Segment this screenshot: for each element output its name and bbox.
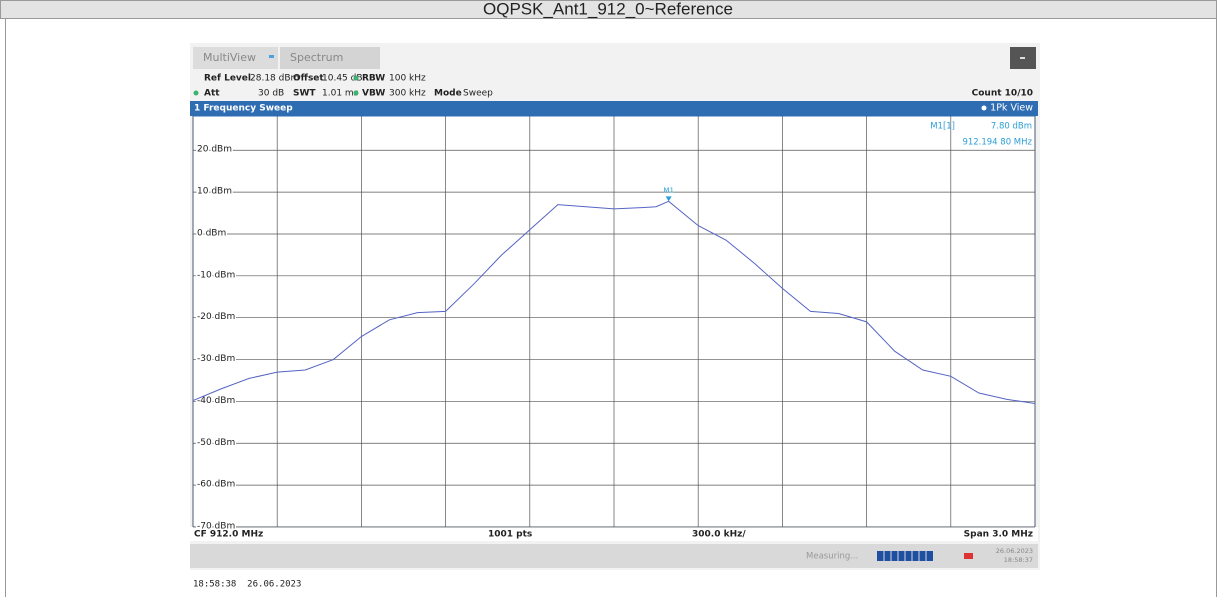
tab-label: MultiView: [203, 51, 256, 64]
status-state: Measuring...: [806, 552, 858, 562]
tab-spectrum[interactable]: [280, 47, 380, 69]
status-dot: [353, 90, 359, 96]
setting-value: 100 kHz: [389, 74, 426, 84]
setting-label: RBW: [362, 74, 385, 84]
y-tick-label: -50 dBm: [197, 438, 235, 448]
setting-value: 300 kHz: [389, 89, 426, 99]
window-title: OQPSK_Ant1_912_0~Reference: [483, 0, 733, 18]
setting-label: SWT: [293, 89, 316, 99]
marker: [665, 196, 672, 202]
setting-label: VBW: [362, 89, 385, 99]
y-tick-label: -60 dBm: [197, 480, 235, 490]
network-icon: [964, 553, 973, 559]
panel-header: [190, 101, 1038, 116]
legend-label: 1Pk View: [990, 103, 1033, 114]
setting-label: Ref Level: [204, 74, 251, 84]
marker-name: M1[1]: [930, 122, 955, 132]
setting-value: 1.01 ms: [322, 89, 359, 99]
marker-freq: 912.194 80 MHz: [962, 138, 1032, 148]
setting-value: Sweep: [463, 89, 493, 99]
status-date: 26.06.2023: [996, 547, 1033, 555]
setting-label: Offset: [293, 74, 324, 84]
points: 1001 pts: [488, 530, 532, 540]
legend-dot: [981, 105, 987, 111]
per-division: 300.0 kHz/: [692, 530, 746, 540]
status-dot: [353, 75, 359, 81]
tab-label: Spectrum: [290, 51, 343, 64]
marker-value: 7.80 dBm: [991, 122, 1032, 132]
tab-indicator: [269, 55, 274, 58]
y-tick-label: 20 dBm: [197, 145, 232, 155]
span: Span 3.0 MHz: [964, 530, 1033, 540]
setting-value: 28.18 dBm: [250, 74, 299, 84]
trace: [192, 200, 1036, 405]
y-tick-label: 10 dBm: [197, 187, 232, 197]
y-tick-label: 0 dBm: [197, 228, 226, 238]
y-tick-label: -70 dBm: [197, 522, 235, 532]
y-tick-label: -10 dBm: [197, 270, 235, 280]
marker-label: M1: [663, 186, 674, 194]
setting-label: Att: [204, 89, 220, 99]
footer-bar: [190, 527, 1038, 541]
tab-multiview[interactable]: [193, 47, 278, 69]
status-time: 18:58:37: [1004, 556, 1033, 564]
y-tick-label: -20 dBm: [197, 312, 235, 322]
menu-icon: [1020, 57, 1025, 59]
setting-value: 10.45 dB: [322, 74, 363, 84]
timestamp: 18:58:38 26.06.2023: [193, 580, 301, 590]
setting-value: 30 dB: [258, 89, 284, 99]
panel-title: 1 Frequency Sweep: [194, 104, 293, 114]
center-freq: CF 912.0 MHz: [194, 530, 263, 540]
y-tick-label: -40 dBm: [197, 396, 235, 406]
status-dot: [193, 90, 199, 96]
setting-label: Mode: [434, 89, 462, 99]
y-tick-label: -30 dBm: [197, 354, 235, 364]
count: Count 10/10: [972, 89, 1033, 99]
